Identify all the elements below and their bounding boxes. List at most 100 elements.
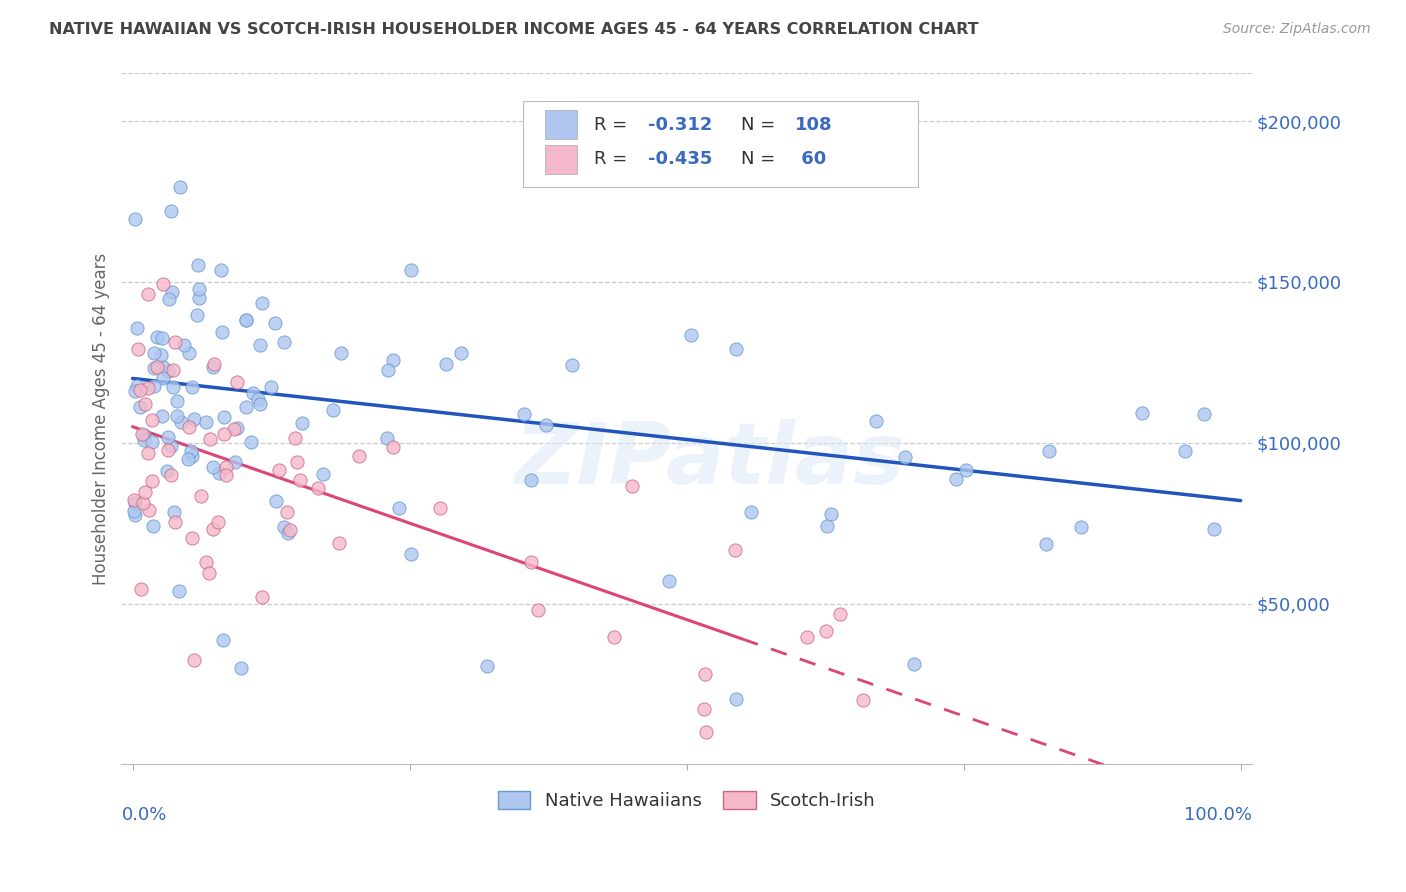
Point (536, 418, 558, 433)
Point (183, 653, 205, 667)
Text: NATIVE HAWAIIAN VS SCOTCH-IRISH HOUSEHOLDER INCOME AGES 45 - 64 YEARS CORRELATIO: NATIVE HAWAIIAN VS SCOTCH-IRISH HOUSEHOL… (49, 22, 979, 37)
Point (312, 467, 335, 482)
Point (167, 583, 190, 598)
Point (173, 337, 195, 351)
Point (226, 421, 249, 435)
Point (225, 375, 247, 389)
Point (124, 508, 146, 523)
Point (724, 542, 747, 557)
Point (131, 426, 153, 441)
Point (679, 327, 702, 342)
Point (202, 357, 225, 371)
Point (212, 633, 235, 648)
Point (291, 416, 314, 430)
Point (159, 439, 181, 453)
Point (658, 574, 681, 589)
Point (273, 519, 295, 533)
Point (429, 501, 451, 516)
Text: R =: R = (593, 151, 633, 169)
Point (142, 379, 165, 393)
Point (202, 359, 225, 374)
Point (157, 292, 180, 306)
Point (267, 462, 290, 476)
Point (187, 281, 209, 295)
Point (207, 515, 229, 529)
Point (1202, 522, 1225, 536)
Point (894, 450, 917, 464)
Point (124, 384, 146, 398)
Point (160, 468, 183, 483)
Point (285, 455, 308, 469)
Point (214, 409, 236, 424)
Point (166, 394, 188, 409)
Point (201, 460, 224, 475)
Text: ZIPatlas: ZIPatlas (515, 418, 904, 501)
Text: R =: R = (593, 116, 633, 134)
Point (1132, 406, 1154, 420)
Point (264, 316, 287, 330)
Point (212, 426, 235, 441)
Point (955, 463, 977, 477)
Point (381, 353, 404, 368)
Point (134, 485, 156, 500)
Point (136, 446, 159, 460)
Point (150, 348, 173, 362)
Point (183, 411, 205, 425)
Point (132, 428, 155, 442)
Point (141, 413, 163, 427)
Point (180, 531, 202, 545)
Point (527, 603, 550, 617)
Point (259, 380, 281, 394)
Point (200, 432, 222, 446)
Point (156, 464, 179, 478)
Point (198, 566, 221, 581)
Point (278, 524, 301, 538)
Point (903, 657, 925, 671)
Point (250, 590, 273, 604)
Point (277, 526, 299, 541)
Point (450, 346, 472, 360)
Point (129, 383, 152, 397)
Point (235, 313, 257, 327)
Point (160, 285, 183, 300)
Point (815, 624, 838, 638)
Point (150, 331, 173, 345)
Point (166, 409, 188, 424)
Text: -0.312: -0.312 (648, 116, 713, 134)
Point (349, 449, 371, 463)
Point (620, 479, 643, 493)
Point (215, 468, 238, 483)
Point (180, 449, 202, 463)
Point (231, 661, 253, 675)
Point (160, 204, 183, 219)
Point (142, 361, 165, 376)
Point (124, 496, 146, 510)
Point (136, 381, 159, 395)
Point (146, 330, 169, 344)
Point (157, 429, 180, 443)
Point (235, 313, 257, 327)
Point (330, 346, 353, 360)
Point (132, 495, 155, 509)
Point (693, 702, 716, 716)
FancyBboxPatch shape (546, 145, 576, 174)
Point (561, 359, 583, 373)
Point (249, 397, 271, 411)
Point (242, 386, 264, 401)
Point (211, 325, 233, 339)
Point (1192, 408, 1215, 422)
Point (1035, 537, 1057, 551)
Point (815, 518, 838, 533)
Point (187, 291, 209, 305)
Point (152, 371, 174, 385)
Point (194, 555, 217, 569)
Point (177, 420, 200, 434)
Point (328, 536, 350, 550)
Text: 108: 108 (796, 116, 832, 134)
Point (945, 472, 967, 486)
Point (249, 338, 271, 352)
Point (202, 522, 225, 536)
Point (865, 414, 887, 428)
Point (127, 342, 149, 356)
Point (190, 489, 212, 503)
